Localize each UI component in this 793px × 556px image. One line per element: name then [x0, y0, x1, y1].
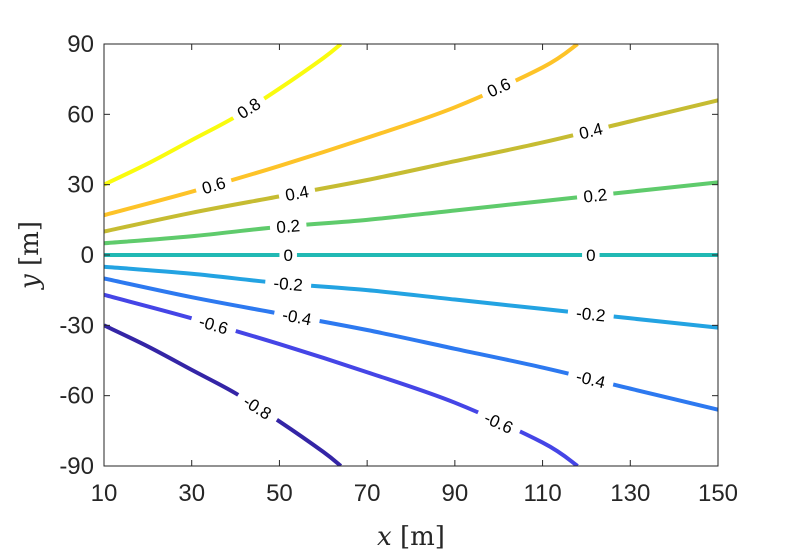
contour-label-gap: [473, 403, 525, 443]
contour-label: -0.2: [566, 300, 615, 328]
contour-label-gap: [269, 213, 308, 239]
contour-label-gap: [277, 178, 317, 208]
x-axis-ticks: 10 30 50 70 90 110 130 150: [91, 44, 738, 507]
contour-label-text: 0.2: [582, 185, 608, 206]
contour-label-gap: [232, 385, 283, 430]
y-axis-unit: [m]: [15, 221, 45, 266]
y-tick-label: -90: [59, 453, 94, 480]
x-tick-label: 10: [91, 480, 118, 507]
contour-label: -0.4: [272, 301, 322, 332]
contour-label-gap: [565, 363, 616, 396]
contour-label: -0.4: [565, 363, 616, 396]
y-tick-label: 90: [67, 31, 94, 58]
contour-label-text: -0.2: [575, 304, 606, 326]
y-axis-var: y: [15, 274, 45, 290]
contour-label-gap: [264, 271, 313, 297]
contour-label: 0.2: [269, 213, 308, 239]
contour-label: 0: [582, 244, 600, 266]
contour-line-neg0p2: [104, 264, 718, 330]
contour-label-gap: [193, 169, 235, 201]
contour-label: 0.4: [570, 115, 612, 146]
x-tick-label: 150: [698, 480, 738, 507]
x-tick-label: 50: [266, 480, 293, 507]
contour-label-gap: [279, 244, 297, 266]
contour-line-neg0p8: [104, 323, 343, 466]
y-tick-label: -60: [59, 383, 94, 410]
contour-label-gap: [570, 115, 612, 146]
contour-label-text: 0.4: [284, 182, 311, 205]
contour-label-text: 0: [283, 246, 292, 265]
contour-line-0p2: [104, 180, 718, 246]
contour-label: -0.2: [264, 271, 313, 297]
contour-line-neg0p4: [104, 276, 718, 412]
x-tick-label: 110: [523, 480, 561, 507]
contour-label-gap: [188, 307, 239, 342]
contour-label-text: 0: [586, 246, 595, 265]
contour-line-0p6: [104, 44, 579, 218]
x-axis-unit: [m]: [400, 522, 445, 552]
contour-label-gap: [477, 69, 520, 105]
y-axis-title: y [m]: [15, 221, 45, 290]
y-axis-ticks: 90 60 30 0 -30 -60 -90: [59, 31, 718, 480]
x-tick-label: 130: [610, 480, 650, 507]
contour-labels: 0.80.60.60.40.40.20.20 0-0.2-0.2-0.4-0.4-…: [188, 69, 616, 443]
contour-label-gap: [227, 89, 271, 128]
contour-label-text: -0.2: [273, 274, 304, 295]
x-tick-label: 70: [354, 480, 381, 507]
y-tick-label: -30: [59, 312, 94, 339]
x-tick-label: 90: [442, 480, 469, 507]
contour-label-gap: [575, 182, 615, 209]
contour-label-gap: [582, 244, 600, 266]
y-tick-label: 30: [67, 172, 94, 199]
contour-label-text: 0.2: [276, 216, 301, 237]
y-tick-label: 0: [81, 242, 94, 269]
y-tick-label: 60: [67, 101, 94, 128]
contour-label: 0.4: [277, 178, 317, 208]
contour-label: 0.2: [575, 182, 615, 209]
x-axis-var: x: [377, 522, 392, 552]
contour-label-gap: [566, 300, 615, 328]
contour-label: 0: [279, 244, 297, 266]
x-axis-title: x [m]: [377, 522, 445, 552]
contour-line-0p4: [104, 98, 718, 234]
contour-label-gap: [272, 301, 322, 332]
x-tick-label: 30: [178, 480, 205, 507]
